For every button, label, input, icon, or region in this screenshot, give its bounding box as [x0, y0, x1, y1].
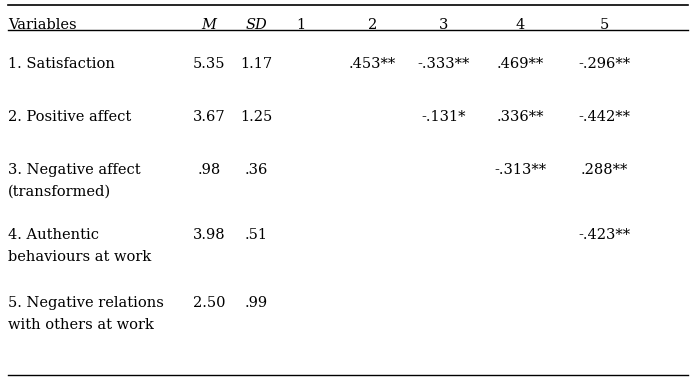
Text: .98: .98	[197, 163, 221, 177]
Text: 4: 4	[516, 18, 525, 32]
Text: 3: 3	[439, 18, 449, 32]
Text: 3. Negative affect: 3. Negative affect	[8, 163, 141, 177]
Text: 5. Negative relations: 5. Negative relations	[8, 296, 164, 310]
Text: .336**: .336**	[497, 110, 544, 124]
Text: .469**: .469**	[497, 57, 544, 71]
Text: -.442**: -.442**	[578, 110, 630, 124]
Text: Variables: Variables	[8, 18, 77, 32]
Text: 2.50: 2.50	[193, 296, 225, 310]
Text: -.131*: -.131*	[422, 110, 466, 124]
Text: 4. Authentic: 4. Authentic	[8, 228, 100, 242]
Text: .453**: .453**	[349, 57, 396, 71]
Text: 1: 1	[296, 18, 306, 32]
Text: 3.98: 3.98	[193, 228, 225, 242]
Text: 2. Positive affect: 2. Positive affect	[8, 110, 132, 124]
Text: M: M	[201, 18, 216, 32]
Text: -.313**: -.313**	[495, 163, 546, 177]
Text: 3.67: 3.67	[193, 110, 225, 124]
Text: .288**: .288**	[580, 163, 628, 177]
Text: 1. Satisfaction: 1. Satisfaction	[8, 57, 116, 71]
Text: -.333**: -.333**	[418, 57, 470, 71]
Text: 2: 2	[367, 18, 377, 32]
Text: .51: .51	[244, 228, 268, 242]
Text: SD: SD	[245, 18, 267, 32]
Text: with others at work: with others at work	[8, 318, 155, 332]
Text: .36: .36	[244, 163, 268, 177]
Text: 1.25: 1.25	[240, 110, 272, 124]
Text: .99: .99	[244, 296, 268, 310]
Text: 5.35: 5.35	[193, 57, 225, 71]
Text: 1.17: 1.17	[240, 57, 272, 71]
Text: behaviours at work: behaviours at work	[8, 250, 152, 264]
Text: (transformed): (transformed)	[8, 185, 111, 199]
Text: -.296**: -.296**	[578, 57, 630, 71]
Text: 5: 5	[599, 18, 609, 32]
Text: -.423**: -.423**	[578, 228, 630, 242]
